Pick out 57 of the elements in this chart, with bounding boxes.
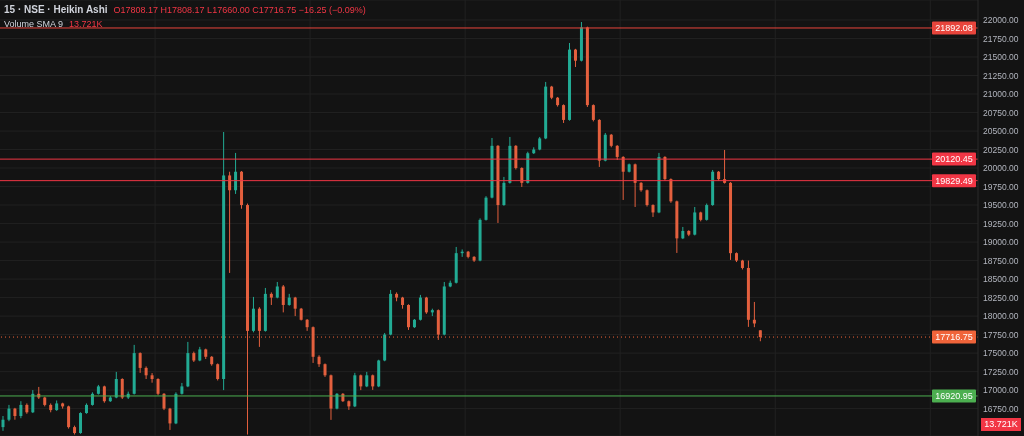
candlestick <box>562 103 566 124</box>
ref-line-label: 21892.08 <box>935 22 973 33</box>
y-tick-label: 21750.00 <box>983 33 1019 44</box>
text: 13.721K <box>984 419 1018 429</box>
y-tick-label: 19000.00 <box>983 237 1019 248</box>
candlestick <box>168 407 172 431</box>
candlestick <box>293 296 297 317</box>
y-tick-label: 19500.00 <box>983 200 1019 211</box>
candlestick <box>663 155 667 182</box>
y-tick-label: 18750.00 <box>983 255 1019 266</box>
y-tick-label: 21000.00 <box>983 89 1019 100</box>
annotation: 13.721K <box>69 19 103 29</box>
candlestick <box>484 195 488 222</box>
candlestick <box>573 48 577 68</box>
candlestick <box>120 377 124 400</box>
y-tick-label: 22000.00 <box>983 15 1019 25</box>
candlestick <box>693 206 697 236</box>
candlestick <box>418 294 422 322</box>
candlestick <box>502 176 506 207</box>
candlestick <box>79 411 83 435</box>
candlestick <box>228 171 232 274</box>
candlestick <box>144 365 148 380</box>
y-tick-label: 20000.00 <box>983 163 1019 174</box>
candlestick <box>138 351 142 374</box>
y-tick-label: 17250.00 <box>983 366 1019 377</box>
annotation: Volume SMA 9 <box>4 19 64 29</box>
y-tick-label: 16750.00 <box>983 403 1019 414</box>
ref-line-label: 17716.75 <box>935 332 973 343</box>
y-tick-label: 21250.00 <box>983 70 1019 81</box>
text: O17808.17 H17808.17 L17660.00 C17716.75 −16.25 (−0.09%) <box>113 5 366 15</box>
y-tick-label: 19250.00 <box>983 218 1019 229</box>
y-tick-label: 20500.00 <box>983 126 1019 137</box>
candlestick <box>281 284 285 313</box>
candlestick <box>407 303 410 331</box>
candlestick <box>347 399 351 411</box>
y-tick-label: 19750.00 <box>983 181 1019 192</box>
candlestick <box>1 415 5 432</box>
y-tick-label: 17000.00 <box>983 385 1019 396</box>
y-tick-label: 17750.00 <box>983 329 1019 340</box>
y-tick-label: 17500.00 <box>983 348 1019 359</box>
y-tick-label: 18000.00 <box>983 311 1019 322</box>
candlestick <box>251 296 255 333</box>
candlestick <box>651 203 655 218</box>
y-tick-label: 20750.00 <box>983 107 1019 118</box>
chart-title: 15 · NSE · Heikin Ashi <box>4 4 108 15</box>
y-tick-label: 18250.00 <box>983 292 1019 303</box>
candlestick <box>669 177 673 204</box>
y-tick-label: 18500.00 <box>983 274 1019 285</box>
ref-line-label: 16920.95 <box>935 390 973 401</box>
y-tick-label: 20250.00 <box>983 144 1019 155</box>
candlestick <box>150 372 154 384</box>
y-tick-label: 21500.00 <box>983 52 1019 63</box>
candlestick <box>520 166 524 188</box>
ref-line-label: 19829.49 <box>935 175 973 186</box>
candlestick <box>234 152 238 195</box>
ref-line-label: 20120.45 <box>935 154 973 165</box>
candlestick <box>514 144 518 171</box>
